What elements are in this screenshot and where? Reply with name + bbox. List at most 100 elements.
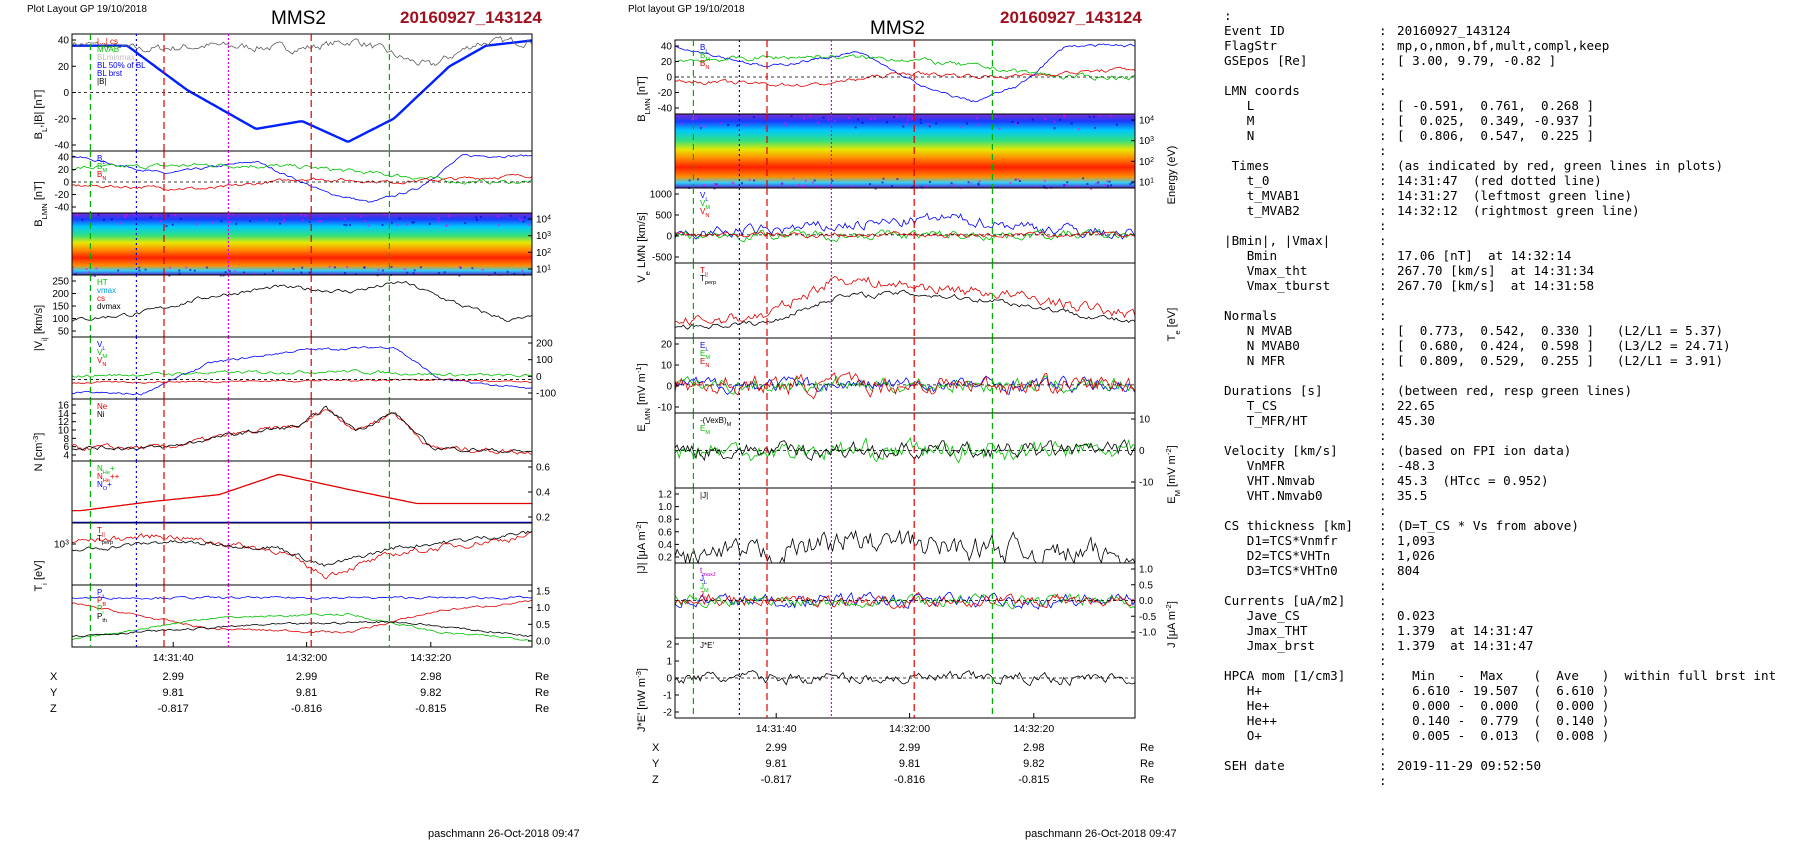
legend-entry: Ni	[97, 410, 105, 419]
spectrogram-pixel	[87, 271, 90, 274]
spectrogram-pixel	[970, 182, 973, 185]
position-value: 2.99	[296, 671, 317, 683]
y-tick-label: -40	[658, 104, 673, 115]
label-part: P	[97, 596, 102, 605]
info-value: 1,093	[1397, 533, 1435, 548]
info-separator: :	[1379, 533, 1387, 548]
spectrogram-pixel	[1066, 181, 1069, 184]
series-line	[71, 612, 533, 642]
spectrogram-pixel	[138, 266, 141, 269]
label-part: 0	[666, 674, 672, 685]
y-tick-label: 1.0	[1139, 565, 1153, 576]
info-row: :	[1224, 143, 1776, 158]
spectrogram-pixel	[925, 185, 928, 188]
label-part: 0.5	[1139, 580, 1153, 591]
info-row: T_MFR/HT:45.30	[1224, 413, 1776, 428]
y-tick-label: 0.0	[1139, 596, 1153, 607]
series-line	[71, 405, 533, 454]
spectrogram-pixel	[416, 272, 419, 275]
y-tick-label: 102	[1139, 156, 1154, 168]
info-separator: :	[1379, 398, 1387, 413]
info-separator: :	[1379, 98, 1387, 113]
info-row: :	[1224, 578, 1776, 593]
spectrogram-pixel	[803, 117, 806, 120]
spectrogram-pixel	[346, 266, 349, 268]
spectrogram-pixel	[829, 184, 831, 187]
label-part: 0.4	[536, 488, 550, 499]
series-line	[674, 591, 1136, 610]
legend-entry: EN	[700, 357, 709, 369]
info-separator: :	[1379, 443, 1387, 458]
spectrogram-pixel	[919, 121, 922, 124]
label-part: |...| cs	[97, 37, 118, 46]
spectrogram-pixel	[1115, 123, 1118, 126]
y-axis-label-right: Energy (eV)	[1166, 146, 1178, 205]
info-separator: :	[1379, 743, 1387, 758]
spectrogram-pixel	[520, 219, 523, 222]
spectrogram-pixel	[698, 124, 701, 127]
y-tick-label: 103	[54, 539, 69, 551]
spectrogram-pixel	[703, 184, 705, 186]
label-part: V	[97, 356, 103, 365]
info-value: mp,o,nmon,bf,mult,compl,keep	[1397, 38, 1610, 53]
spectrogram-pixel	[413, 269, 416, 272]
label-part: T	[97, 534, 102, 543]
info-separator: :	[1379, 668, 1387, 683]
label-part: 0	[63, 178, 69, 189]
info-separator: :	[1379, 143, 1387, 158]
spectrogram-pixel	[97, 213, 100, 216]
spectrogram-pixel	[797, 183, 800, 186]
spectrogram-pixel	[144, 268, 147, 271]
spectrogram-pixel	[527, 223, 530, 226]
spectrogram-pixel	[443, 271, 446, 274]
info-value: (as indicated by red, green lines in plo…	[1397, 158, 1724, 173]
label-part: M	[705, 430, 710, 436]
label-part: 3	[65, 539, 69, 546]
position-unit: Re	[535, 687, 549, 699]
label-part: LMN	[643, 98, 652, 114]
info-key: VHT.Nmvab	[1224, 473, 1315, 488]
label-part: M	[1173, 490, 1182, 496]
spectrogram-pixel	[171, 223, 174, 226]
info-separator: :	[1379, 323, 1387, 338]
info-separator: :	[1379, 248, 1387, 263]
position-value: -0.817	[761, 774, 792, 786]
label-part: N	[97, 480, 103, 489]
y-tick-label: 0.0	[536, 637, 550, 648]
info-separator: :	[1379, 578, 1387, 593]
info-value: 20160927_143124	[1397, 23, 1511, 38]
position-value: 9.82	[1023, 758, 1044, 770]
y-axis-label: |Vi| [km/s]	[33, 305, 49, 351]
info-value: 1,026	[1397, 548, 1435, 563]
spectrogram-pixel	[119, 222, 122, 225]
info-row: t_MVAB2:14:32:12 (rightmost green line)	[1224, 203, 1776, 218]
y-tick-label: -500	[652, 253, 672, 264]
spectrogram-pixel	[752, 116, 755, 119]
label-part: dvmax	[97, 302, 121, 311]
spectrogram-pixel	[873, 117, 876, 120]
spectrogram-image	[675, 114, 1135, 188]
series-line	[71, 173, 533, 191]
series-line	[71, 378, 533, 384]
info-separator: :	[1379, 728, 1387, 743]
spectrogram-pixel	[406, 271, 409, 274]
y-axis-label: BLMN [nT]	[636, 76, 652, 122]
label-part: V	[636, 275, 648, 283]
info-separator: :	[1379, 758, 1387, 773]
y-tick-label: 100	[536, 355, 553, 366]
y-tick-label: -10	[1139, 478, 1154, 489]
panel-frame	[674, 337, 1136, 414]
spectrogram-pixel	[792, 177, 795, 180]
spectrogram-pixel	[81, 218, 84, 221]
info-row: :	[1224, 293, 1776, 308]
label-part: ]	[1166, 601, 1178, 604]
label-part: B	[700, 59, 705, 68]
info-value: 14:32:12 (rightmost green line)	[1397, 203, 1640, 218]
spectrogram-pixel	[319, 220, 322, 223]
y-tick-label: 0.5	[1139, 580, 1153, 591]
spectrogram-pixel	[185, 266, 188, 269]
spectrogram-pixel	[911, 117, 914, 120]
spectrogram-pixel	[1053, 120, 1056, 123]
info-row: N: [ 0.806, 0.547, 0.225 ]	[1224, 128, 1776, 143]
